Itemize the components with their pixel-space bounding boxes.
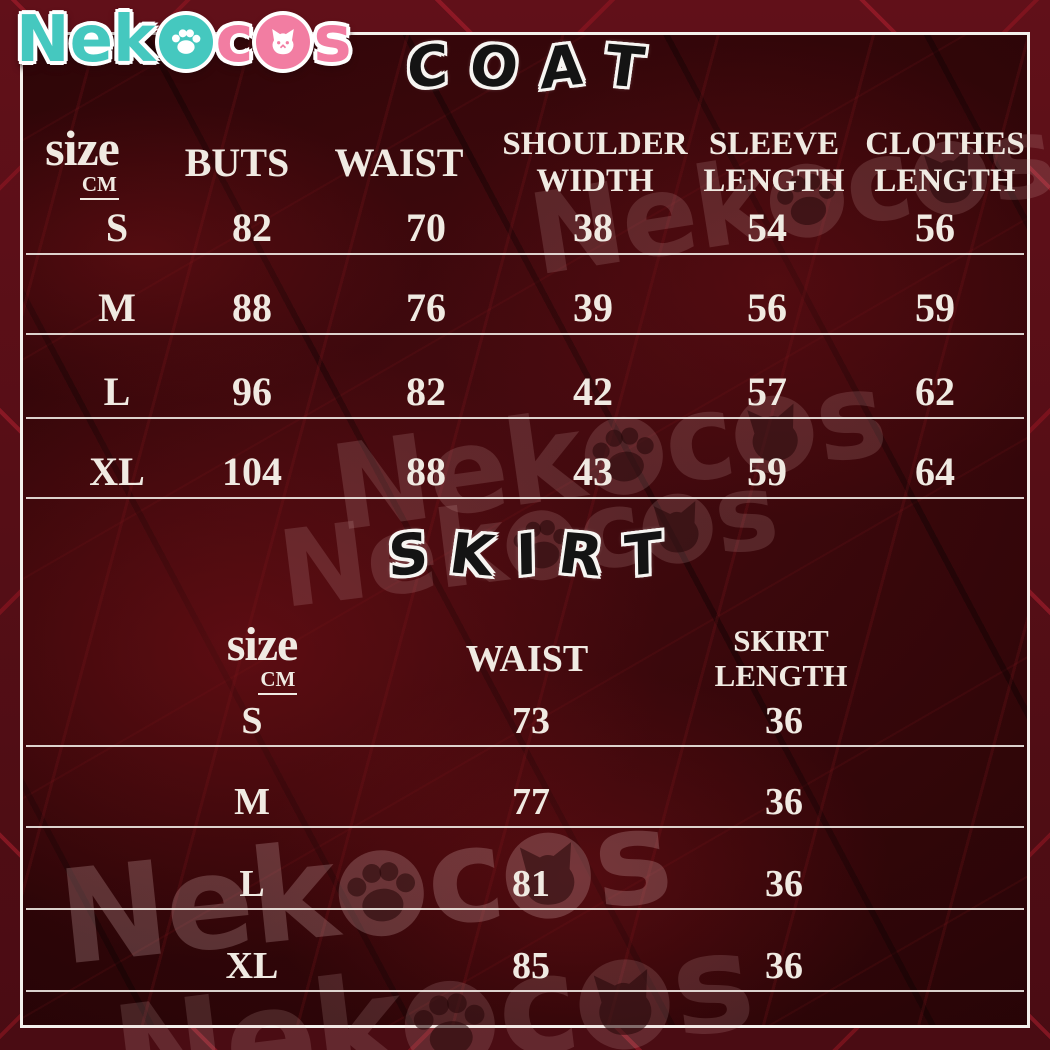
logo-text-s: s — [313, 3, 352, 77]
table-cell: 36 — [765, 863, 803, 905]
size-value: M — [234, 781, 270, 823]
size-column-header: size CM — [26, 118, 138, 208]
brand-logo: Nek c s — [16, 8, 352, 72]
table-cell: 82 — [232, 205, 272, 250]
table-row: S 73 36 — [26, 700, 1024, 747]
table-row: S 82 70 38 54 56 — [26, 205, 1024, 255]
paw-icon — [158, 15, 213, 69]
size-value: XL — [225, 945, 279, 987]
logo-text-nek: Nek — [16, 3, 156, 77]
table-row: L 96 82 42 57 62 — [26, 333, 1024, 419]
column-header-clothes-length: CLOTHES LENGTH — [865, 126, 1025, 199]
table-cell: 56 — [915, 205, 955, 250]
table-cell: 88 — [232, 285, 272, 330]
table-cell: 39 — [573, 285, 613, 330]
table-cell: 88 — [406, 449, 446, 494]
size-value: L — [239, 863, 265, 905]
table-cell: 59 — [747, 449, 787, 494]
table-cell: 59 — [915, 285, 955, 330]
table-cell: 76 — [406, 285, 446, 330]
size-value: S — [241, 700, 263, 742]
column-header-skirt-length: SKIRT LENGTH — [714, 623, 848, 693]
table-row: XL 85 36 — [26, 908, 1024, 992]
size-value: S — [105, 205, 129, 250]
size-column-header: size CM — [202, 614, 322, 704]
table-cell: 77 — [512, 781, 550, 823]
table-cell: 62 — [915, 369, 955, 414]
table-cell: 104 — [222, 449, 282, 494]
table-cell: 36 — [765, 781, 803, 823]
table-cell: 82 — [406, 369, 446, 414]
table-cell: 81 — [512, 863, 550, 905]
table-cell: 36 — [765, 945, 803, 987]
column-header-sleeve-length: SLEEVE LENGTH — [703, 126, 845, 199]
table-cell: 56 — [747, 285, 787, 330]
table-cell: 54 — [747, 205, 787, 250]
table-cell: 85 — [512, 945, 550, 987]
table-cell: 57 — [747, 369, 787, 414]
cat-icon — [256, 15, 311, 69]
column-header-waist: WAIST — [465, 637, 589, 680]
table-cell: 36 — [765, 700, 803, 742]
table-cell: 64 — [915, 449, 955, 494]
table-cell: 70 — [406, 205, 446, 250]
table-cell: 42 — [573, 369, 613, 414]
table-cell: 38 — [573, 205, 613, 250]
table-row: M 77 36 — [26, 745, 1024, 828]
size-value: M — [98, 285, 136, 330]
coat-table-header: size CM BUTS WAIST SHOULDER WIDTH SLEEVE… — [26, 118, 1025, 208]
column-header-buts: BUTS — [184, 139, 290, 185]
table-cell: 96 — [232, 369, 272, 414]
skirt-table-header: size CM WAIST SKIRT LENGTH — [26, 614, 1024, 704]
table-row: M 88 76 39 56 59 — [26, 253, 1024, 335]
column-header-shoulder-width: SHOULDER WIDTH — [502, 126, 688, 199]
table-cell: 43 — [573, 449, 613, 494]
logo-text-c: c — [215, 3, 254, 77]
column-header-waist: WAIST — [334, 139, 464, 185]
table-row: L 81 36 — [26, 826, 1024, 910]
size-value: XL — [89, 449, 145, 494]
table-cell: 73 — [512, 700, 550, 742]
size-value: L — [103, 369, 131, 414]
table-row: XL 104 88 43 59 64 — [26, 417, 1024, 499]
